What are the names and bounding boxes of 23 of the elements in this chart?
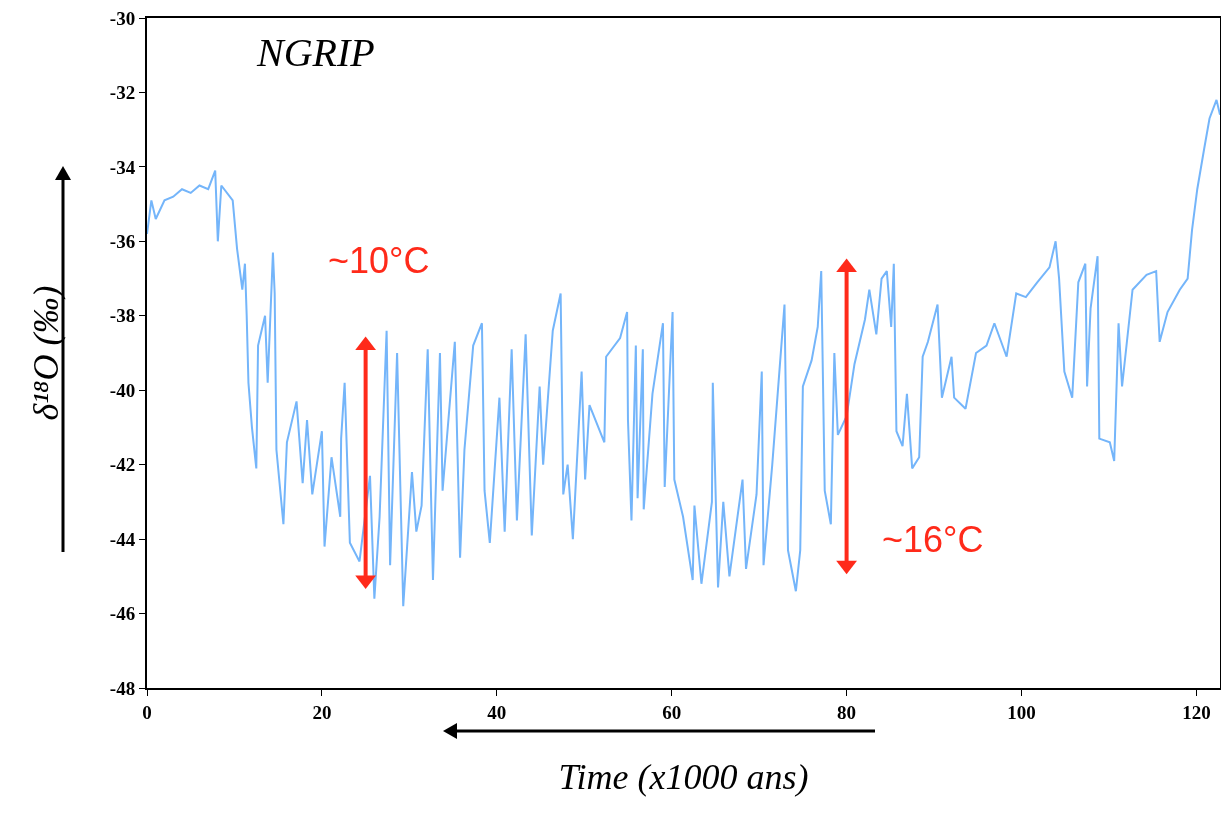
annotation: ~10°C xyxy=(328,240,430,281)
x-tick-label: 20 xyxy=(312,701,332,723)
y-tick-label: -36 xyxy=(109,230,136,252)
y-tick-label: -48 xyxy=(109,677,136,699)
annotation: ~16°C xyxy=(882,519,984,560)
y-tick-label: -32 xyxy=(109,82,136,104)
y-tick-label: -46 xyxy=(109,603,136,625)
x-tick-label: 100 xyxy=(1007,701,1036,723)
y-tick-label: -34 xyxy=(109,156,136,178)
line-series xyxy=(147,98,1220,608)
y-tick-label: -44 xyxy=(109,528,136,550)
x-tick-label: 60 xyxy=(662,701,682,723)
y-axis-title: δ¹⁸O (‰) xyxy=(26,285,67,421)
y-tick-label: -30 xyxy=(109,7,136,29)
y-tick-label: -42 xyxy=(109,454,136,476)
annotation: NGRIP xyxy=(256,30,375,75)
x-axis-title: Time (x1000 ans) xyxy=(558,757,809,797)
y-tick-label: -38 xyxy=(109,305,136,327)
x-tick-label: 80 xyxy=(837,701,857,723)
x-tick-label: 0 xyxy=(142,701,152,723)
y-tick-label: -40 xyxy=(109,379,136,401)
x-tick-label: 40 xyxy=(487,701,507,723)
x-tick-label: 120 xyxy=(1182,701,1211,723)
